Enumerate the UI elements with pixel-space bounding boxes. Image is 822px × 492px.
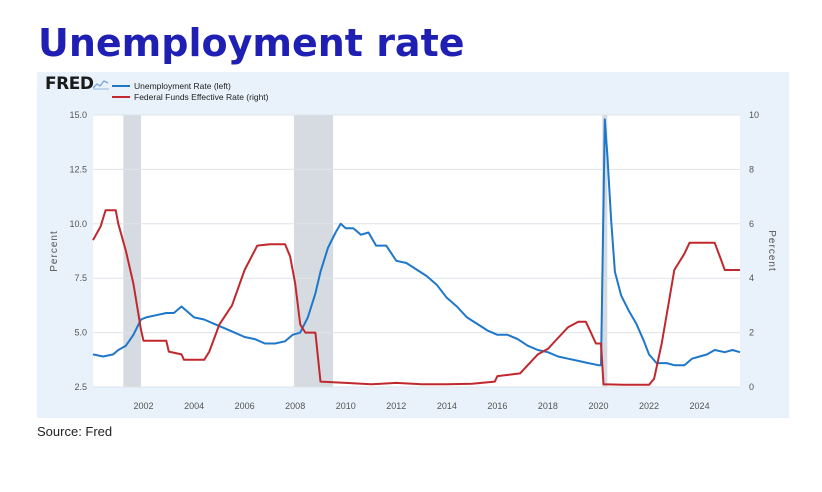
x-tick-label: 2022 [639, 401, 659, 411]
x-tick-label: 2010 [336, 401, 356, 411]
y-left-axis-title: Percent [49, 230, 60, 271]
fred-logo: FRED [45, 74, 94, 94]
legend-label: Federal Funds Effective Rate (right) [134, 92, 269, 102]
y-right-tick-label: 2 [749, 328, 754, 338]
x-tick-label: 2020 [588, 401, 608, 411]
x-tick-label: 2012 [386, 401, 406, 411]
y-left-tick-label: 12.5 [69, 164, 87, 174]
y-left-tick-label: 2.5 [74, 382, 87, 392]
recession-band [123, 115, 142, 387]
x-tick-label: 2024 [690, 401, 710, 411]
y-right-tick-label: 4 [749, 273, 754, 283]
plot-area [93, 115, 740, 387]
series-line-fed-funds-rate [92, 209, 740, 386]
fred-spark-icon [92, 80, 109, 90]
x-tick-label: 2004 [184, 401, 204, 411]
x-tick-label: 2002 [134, 401, 154, 411]
x-tick-label: 2014 [437, 401, 457, 411]
series-line-unemployment-rate [92, 118, 741, 367]
recession-band [602, 115, 608, 387]
y-right-tick-label: 6 [749, 219, 754, 229]
y-left-tick-label: 5.0 [74, 328, 87, 338]
x-tick-label: 2018 [538, 401, 558, 411]
x-tick-label: 2006 [235, 401, 255, 411]
y-left-tick-label: 7.5 [74, 273, 87, 283]
slide-title: Unemployment rate [38, 21, 465, 65]
y-right-tick-label: 8 [749, 164, 754, 174]
y-left-tick-label: 10.0 [69, 219, 87, 229]
y-right-tick-label: 10 [749, 110, 759, 120]
y-left-tick-label: 15.0 [69, 110, 87, 120]
y-right-axis-title: Percent [766, 230, 777, 271]
x-tick-label: 2008 [285, 401, 305, 411]
y-right-tick-label: 0 [749, 382, 754, 392]
source-note: Source: Fred [37, 424, 113, 439]
x-tick-label: 2016 [487, 401, 507, 411]
legend-label: Unemployment Rate (left) [134, 81, 231, 91]
